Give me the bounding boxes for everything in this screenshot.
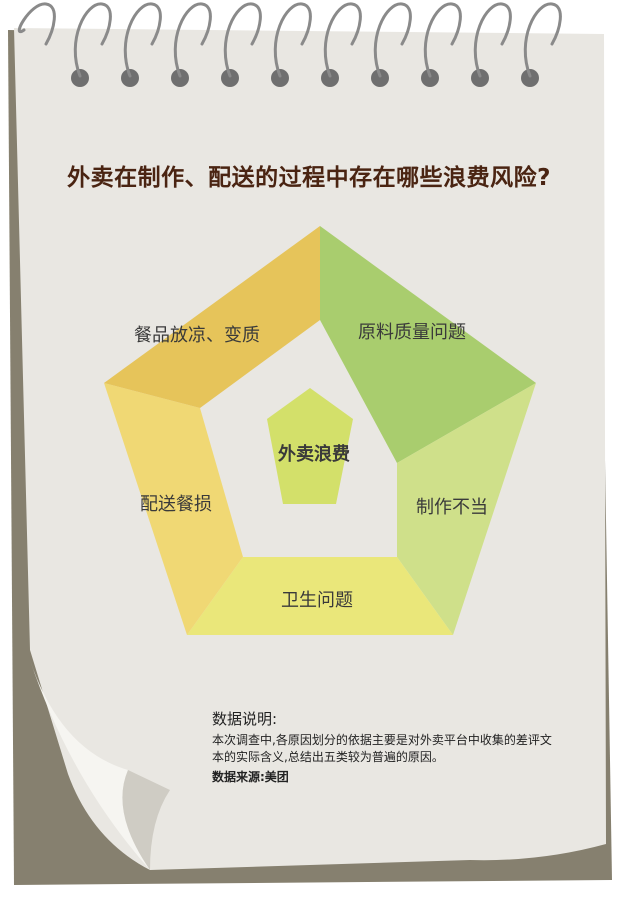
label-cold-spoiled: 餐品放凉、变质	[134, 325, 260, 346]
page-curl	[30, 660, 150, 870]
spiral-rings	[17, 2, 562, 87]
binding-hole	[321, 69, 339, 87]
spiral-ring	[421, 2, 462, 87]
binding-hole	[271, 69, 289, 87]
ring-wire	[173, 2, 212, 78]
note-body: 本次调查中,各原因划分的依据主要是对外卖平台中收集的差评文本的实际含义,总结出五…	[212, 733, 552, 764]
binding-hole	[221, 69, 239, 87]
ring-wire	[323, 2, 362, 78]
ring-wire	[473, 2, 512, 78]
binding-hole	[171, 69, 189, 87]
page-title: 外卖在制作、配送的过程中存在哪些浪费风险?	[67, 165, 551, 191]
segment-delivery-damage	[104, 383, 243, 635]
ring-wire	[223, 2, 262, 78]
ring-wire	[123, 2, 162, 78]
binding-hole	[71, 69, 89, 87]
page-curl-shadow	[122, 770, 170, 870]
spiral-ring	[521, 2, 562, 87]
note-source: 数据来源:美团	[212, 770, 289, 784]
segment-hygiene	[187, 557, 453, 635]
binding-hole	[521, 69, 539, 87]
ring-wire	[273, 2, 312, 78]
ring-wire	[523, 2, 562, 78]
center-pentagon	[267, 388, 353, 504]
spiral-ring	[371, 2, 412, 87]
spiral-ring	[171, 2, 212, 87]
segment-cold-spoiled	[104, 226, 320, 408]
spiral-ring	[221, 2, 262, 87]
spiral-ring	[71, 2, 112, 87]
segment-improper-cooking	[397, 383, 536, 635]
binding-hole	[371, 69, 389, 87]
spiral-ring	[471, 2, 512, 87]
binding-hole	[471, 69, 489, 87]
label-hygiene: 卫生问题	[281, 590, 353, 611]
spiral-ring	[121, 2, 162, 87]
binding-hole	[421, 69, 439, 87]
binding-hole	[121, 69, 139, 87]
label-delivery-damage: 配送餐损	[140, 494, 212, 515]
data-note: 数据说明: 本次调查中,各原因划分的依据主要是对外卖平台中收集的差评文本的实际含…	[212, 708, 562, 785]
segment-raw-material	[320, 226, 536, 463]
pentagon-diagram	[104, 226, 536, 635]
center-label: 外卖浪费	[278, 444, 350, 465]
ring-wire	[17, 2, 56, 46]
spiral-ring	[321, 2, 362, 87]
label-raw-material: 原料质量问题	[358, 322, 466, 343]
ring-wire	[373, 2, 412, 78]
ring-wire	[423, 2, 462, 78]
label-improper-cooking: 制作不当	[416, 497, 488, 518]
ring-wire	[73, 2, 112, 78]
note-heading: 数据说明:	[212, 710, 278, 728]
spiral-ring	[17, 2, 56, 46]
spiral-ring	[271, 2, 312, 87]
